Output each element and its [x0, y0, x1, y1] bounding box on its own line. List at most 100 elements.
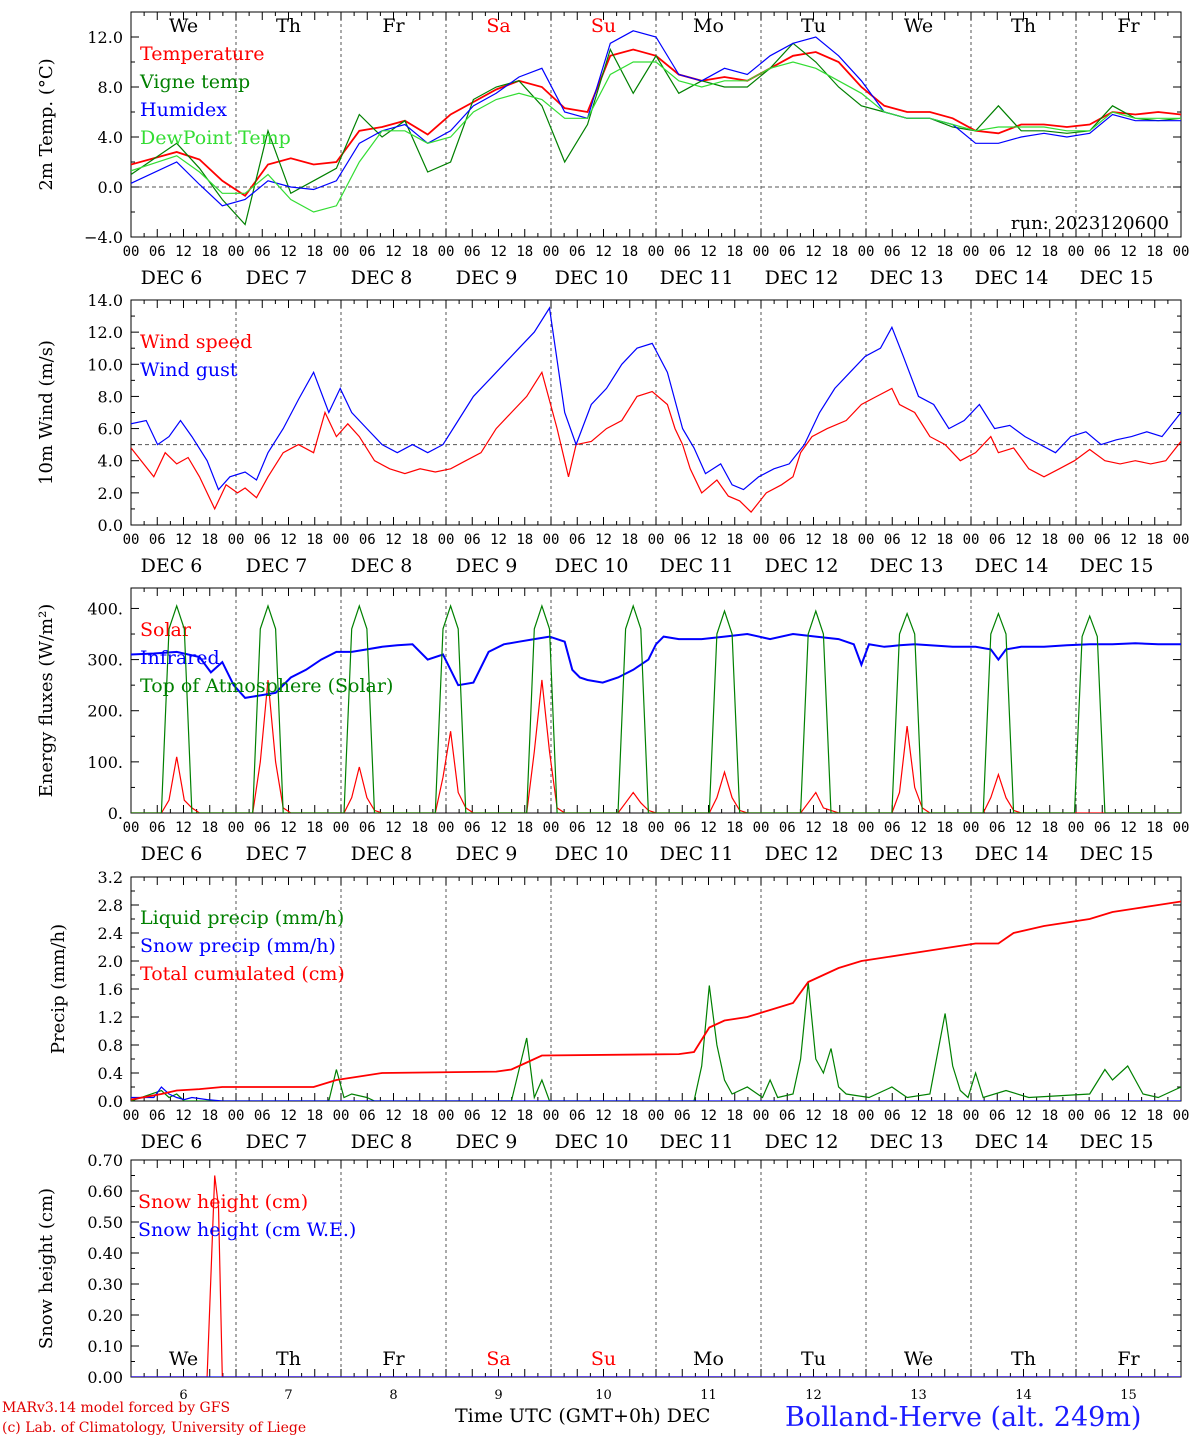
hour-tick-label: 18 [516, 532, 533, 548]
day-name-label: Th [1011, 15, 1036, 37]
series-line-1 [131, 1175, 1181, 1377]
hour-tick-label: 06 [674, 820, 691, 836]
hour-tick-label: 18 [306, 532, 323, 548]
hour-tick-label: 00 [438, 820, 455, 836]
hour-tick-label: 18 [1146, 244, 1163, 260]
hour-tick-label: 12 [910, 1108, 927, 1124]
hour-tick-label: 12 [805, 244, 822, 260]
hour-tick-label: 06 [779, 532, 796, 548]
date-label: DEC 15 [1080, 843, 1154, 865]
hour-tick-label: 00 [228, 532, 245, 548]
hour-tick-label: 12 [700, 244, 717, 260]
hour-tick-label: 12 [280, 244, 297, 260]
hour-tick-label: 18 [411, 244, 428, 260]
hour-tick-label: 00 [1173, 1108, 1190, 1124]
hour-tick-label: 06 [359, 244, 376, 260]
date-label: DEC 7 [246, 555, 308, 577]
date-label: DEC 10 [555, 1131, 629, 1153]
hour-tick-label: 18 [831, 244, 848, 260]
hour-tick-label: 06 [464, 532, 481, 548]
hour-tick-label: 12 [1015, 244, 1032, 260]
hour-tick-label: 12 [1015, 532, 1032, 548]
y-tick-label: 0.60 [87, 1182, 123, 1201]
date-label: DEC 9 [456, 1131, 518, 1153]
hour-tick-label: 00 [1068, 244, 1085, 260]
hour-tick-label: 12 [1120, 244, 1137, 260]
hour-tick-label: 00 [858, 820, 875, 836]
hour-tick-label: 12 [1015, 1108, 1032, 1124]
day-number-label: 6 [179, 1388, 187, 1403]
hour-tick-label: 12 [700, 1108, 717, 1124]
date-label: DEC 12 [765, 843, 839, 865]
date-label: DEC 8 [351, 1131, 413, 1153]
hour-tick-label: 18 [516, 244, 533, 260]
hour-tick-label: 00 [858, 532, 875, 548]
hour-tick-label: 18 [726, 820, 743, 836]
y-tick-label: 12.0 [87, 323, 123, 342]
hour-tick-label: 18 [621, 1108, 638, 1124]
day-number-label: 14 [1015, 1388, 1032, 1403]
hour-tick-label: 12 [595, 820, 612, 836]
y-axis-label: Energy fluxes (W/m²) [36, 604, 57, 798]
hour-tick-label: 12 [700, 820, 717, 836]
y-tick-label: 2.0 [98, 952, 123, 971]
hour-tick-label: 06 [1094, 532, 1111, 548]
hour-tick-label: 18 [306, 1108, 323, 1124]
plot-frame [130, 299, 1182, 526]
date-label: DEC 6 [141, 267, 203, 289]
date-label: DEC 7 [246, 267, 308, 289]
hour-tick-label: 06 [884, 820, 901, 836]
hour-tick-label: 12 [910, 820, 927, 836]
hour-tick-label: 06 [254, 1108, 271, 1124]
hour-tick-label: 18 [1146, 820, 1163, 836]
hour-tick-label: 18 [411, 820, 428, 836]
hour-tick-label: 12 [595, 532, 612, 548]
hour-tick-label: 00 [1068, 820, 1085, 836]
hour-tick-label: 12 [1015, 820, 1032, 836]
hour-tick-label: 12 [910, 532, 927, 548]
day-name-label: We [904, 1348, 933, 1370]
hour-tick-label: 18 [411, 1108, 428, 1124]
hour-tick-label: 00 [648, 244, 665, 260]
legend-entry: Infrared [140, 647, 220, 669]
date-label: DEC 7 [246, 1131, 308, 1153]
hour-tick-label: 12 [490, 532, 507, 548]
hour-tick-label: 12 [595, 1108, 612, 1124]
hour-tick-label: 06 [254, 244, 271, 260]
hour-tick-label: 00 [333, 820, 350, 836]
y-tick-label: 100. [87, 753, 123, 772]
y-tick-label: 400. [87, 599, 123, 618]
y-tick-label: 4.0 [98, 452, 123, 471]
date-label: DEC 10 [555, 267, 629, 289]
date-label: DEC 15 [1080, 267, 1154, 289]
y-tick-label: 2.4 [98, 924, 123, 943]
hour-tick-label: 18 [936, 1108, 953, 1124]
y-tick-label: 6.0 [98, 420, 123, 439]
hour-tick-label: 12 [385, 1108, 402, 1124]
hour-tick-label: 06 [569, 532, 586, 548]
y-tick-label: 3.2 [98, 868, 123, 887]
series-line-1 [131, 48, 1181, 198]
date-label: DEC 14 [975, 1131, 1049, 1153]
series-line-2 [131, 42, 1181, 226]
date-label: DEC 9 [456, 267, 518, 289]
date-label: DEC 13 [870, 843, 944, 865]
day-name-label: Fr [382, 1348, 405, 1370]
hour-tick-label: 18 [936, 244, 953, 260]
date-label: DEC 13 [870, 1131, 944, 1153]
date-label: DEC 14 [975, 267, 1049, 289]
hour-tick-label: 18 [201, 1108, 218, 1124]
hour-tick-label: 00 [1068, 532, 1085, 548]
hour-tick-label: 12 [490, 244, 507, 260]
series-line-4 [131, 61, 1181, 213]
hour-tick-label: 12 [1120, 532, 1137, 548]
hour-tick-label: 00 [228, 1108, 245, 1124]
y-tick-label: 0.4 [98, 1064, 123, 1083]
hour-tick-label: 00 [333, 532, 350, 548]
date-label: DEC 15 [1080, 1131, 1154, 1153]
hour-tick-label: 06 [464, 1108, 481, 1124]
hour-tick-label: 18 [621, 244, 638, 260]
hour-tick-label: 12 [490, 1108, 507, 1124]
plot-frame [130, 587, 1182, 814]
hour-tick-label: 00 [648, 1108, 665, 1124]
